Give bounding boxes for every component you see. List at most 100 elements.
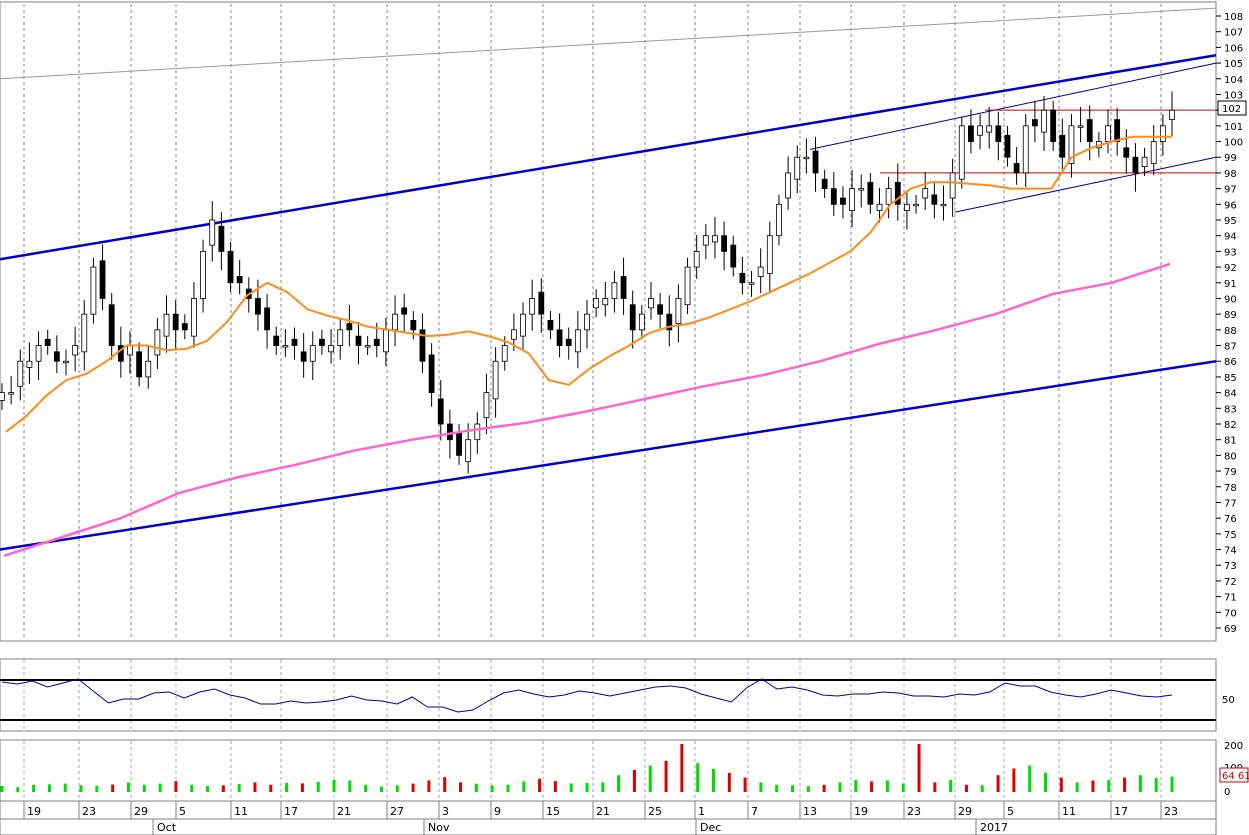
price-axis-label: 104 <box>1224 75 1243 86</box>
volume-bar <box>0 786 4 792</box>
month-label: Dec <box>700 821 721 834</box>
candle-body <box>492 360 499 400</box>
volume-bar <box>316 781 320 792</box>
price-panel <box>0 1 1217 642</box>
candle-body <box>666 313 673 331</box>
date-label: 19 <box>854 805 868 818</box>
candle-body <box>1086 119 1093 142</box>
oscillator-panel <box>0 658 1217 732</box>
volume-bar <box>917 744 921 792</box>
candle-body <box>8 392 15 395</box>
volume-bar <box>711 768 715 792</box>
candle-body <box>904 203 910 211</box>
candle-body <box>437 398 444 425</box>
month-label: 2017 <box>980 821 1008 834</box>
volume-bar <box>822 784 826 792</box>
candle-body <box>739 272 746 284</box>
candle-body <box>255 298 261 315</box>
date-label: 21 <box>596 805 610 818</box>
candle-body <box>986 125 993 133</box>
candle-body <box>428 354 435 394</box>
candle-body <box>346 323 353 331</box>
candle-body <box>136 351 143 378</box>
candle-body <box>26 360 33 368</box>
candle-body <box>181 323 188 331</box>
candle-body <box>620 276 627 299</box>
volume-bar <box>553 781 557 792</box>
volume-bar <box>411 783 415 792</box>
volume-bar <box>569 783 573 792</box>
volume-bars <box>0 744 1174 792</box>
candle-body <box>1169 109 1175 120</box>
volume-bar <box>901 783 905 792</box>
moving-average-short <box>5 135 1172 433</box>
candle-body <box>913 203 919 207</box>
date-label: 17 <box>284 805 298 818</box>
candle-body <box>629 304 636 331</box>
volume-bar <box>395 785 399 792</box>
volume-bar <box>1059 777 1063 792</box>
volume-bar <box>1138 775 1142 792</box>
trendline <box>0 7 1217 80</box>
date-label: 29 <box>134 805 148 818</box>
candle-body <box>565 338 572 346</box>
candle-body <box>529 298 536 315</box>
date-label: 7 <box>751 805 758 818</box>
candle-body <box>264 307 270 331</box>
volume-bar <box>95 785 99 792</box>
volume-bar <box>364 784 368 792</box>
candle-body <box>200 250 206 299</box>
price-axis-label: 72 <box>1224 577 1237 588</box>
candle-body <box>282 345 289 348</box>
volume-bar <box>585 782 589 792</box>
candle-body <box>163 313 170 337</box>
candle-body <box>840 197 846 205</box>
volume-bar <box>538 778 542 792</box>
date-label: 23 <box>1164 805 1178 818</box>
volume-bar <box>47 784 51 792</box>
candle-body <box>931 194 938 205</box>
date-label: 29 <box>958 805 972 818</box>
volume-bar <box>332 780 336 792</box>
month-label: Oct <box>157 821 177 834</box>
candle-body <box>337 329 344 346</box>
candle-body <box>145 360 152 378</box>
volume-bar <box>885 780 889 792</box>
volume-last-box <box>1219 767 1249 783</box>
price-axis-label: 95 <box>1224 216 1237 227</box>
trendline <box>0 53 1217 261</box>
month-label: Nov <box>428 821 450 834</box>
volume-bar <box>1012 768 1016 792</box>
date-label: 23 <box>82 805 96 818</box>
candle-body <box>611 282 618 299</box>
volume-bar <box>775 784 779 792</box>
month-labels: Oct Nov Dec 2017 <box>152 819 1008 835</box>
price-axis-label: 73 <box>1224 561 1237 572</box>
volume-bar <box>111 784 115 792</box>
candle-body <box>1041 109 1047 133</box>
candle-body <box>72 345 79 356</box>
volume-bar <box>443 777 447 792</box>
price-axis-label: 71 <box>1224 593 1237 604</box>
candle-body <box>712 235 718 243</box>
volume-bar <box>996 775 1000 792</box>
candle-body <box>867 181 874 205</box>
volume-bar <box>174 781 178 792</box>
candle-body <box>227 250 234 284</box>
candle-body <box>44 338 51 346</box>
volume-bar <box>759 782 763 792</box>
candle-body <box>300 351 307 362</box>
price-axis-label: 97 <box>1224 185 1237 196</box>
price-axis-label: 80 <box>1224 451 1237 462</box>
candle-body <box>483 392 490 419</box>
volume-bar <box>190 784 194 792</box>
candle-body <box>510 329 517 340</box>
candle-body <box>373 338 380 346</box>
candle-body <box>209 219 216 246</box>
candle-body <box>1114 119 1121 142</box>
volume-bar <box>474 783 478 792</box>
candle-body <box>172 313 179 331</box>
volume-bar <box>838 782 842 792</box>
volume-bar <box>221 785 225 792</box>
